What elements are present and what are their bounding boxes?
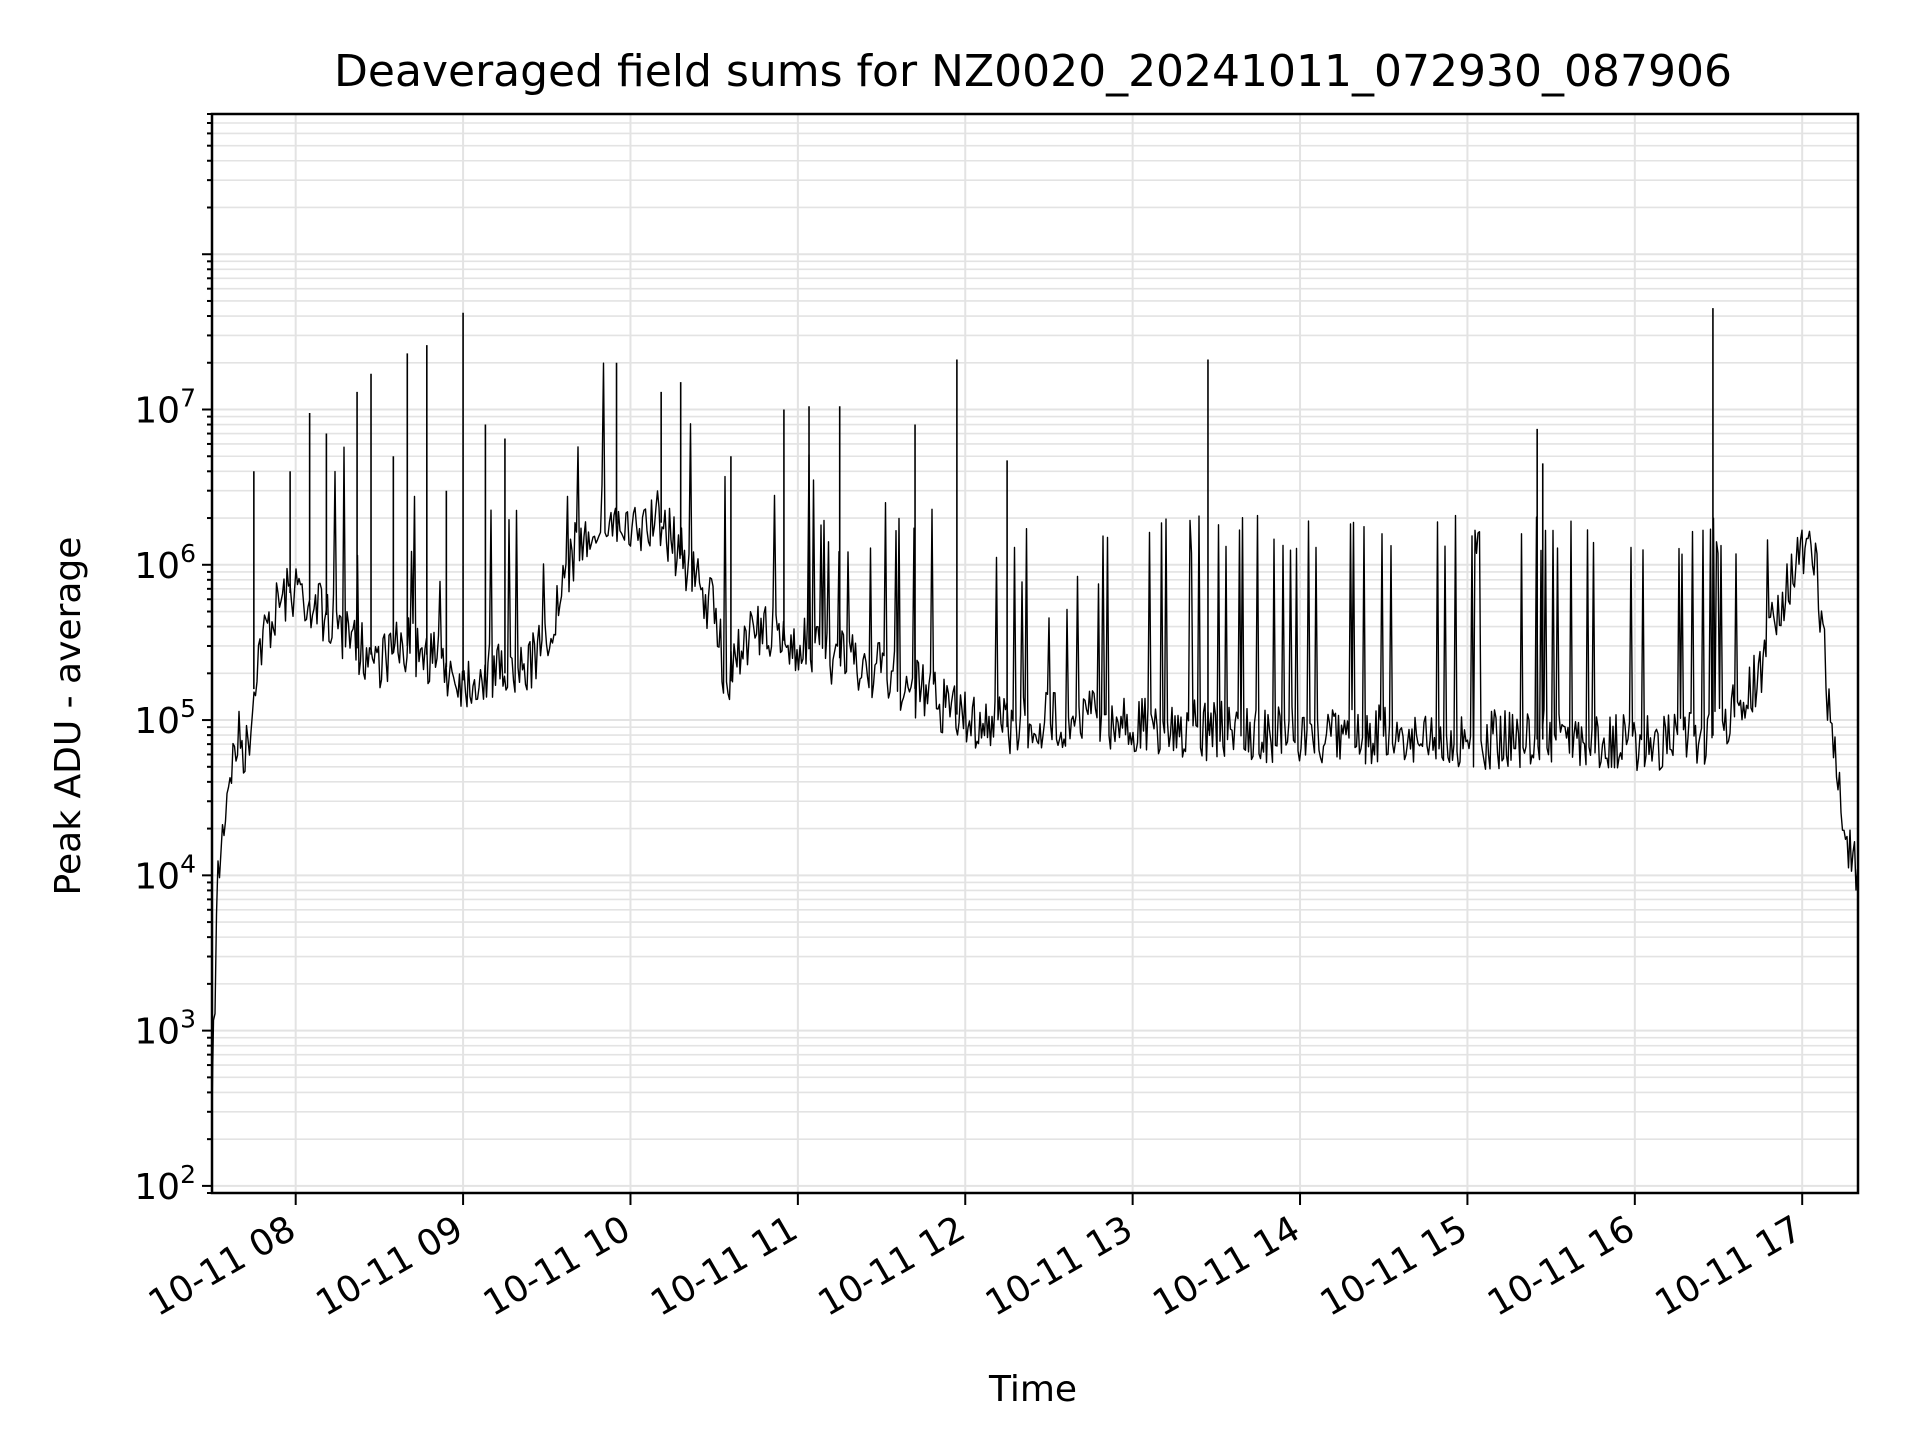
y-tick-label: 102 xyxy=(134,1160,196,1208)
series-layer xyxy=(211,308,1859,1112)
y-tick-label: 106 xyxy=(134,539,196,587)
series-line xyxy=(211,362,1859,1112)
y-axis-label: Peak ADU - average xyxy=(48,537,89,896)
y-tick-label: 105 xyxy=(134,694,196,742)
y-tick-label: 107 xyxy=(134,384,196,432)
y-tick-label: 103 xyxy=(134,1005,196,1053)
chart-title: Deaveraged field sums for NZ0020_2024101… xyxy=(334,46,1732,97)
y-tick-label: 104 xyxy=(134,849,196,897)
grid xyxy=(212,113,1858,1194)
x-axis-label: Time xyxy=(988,1369,1077,1410)
plot-frame xyxy=(210,112,1860,1195)
